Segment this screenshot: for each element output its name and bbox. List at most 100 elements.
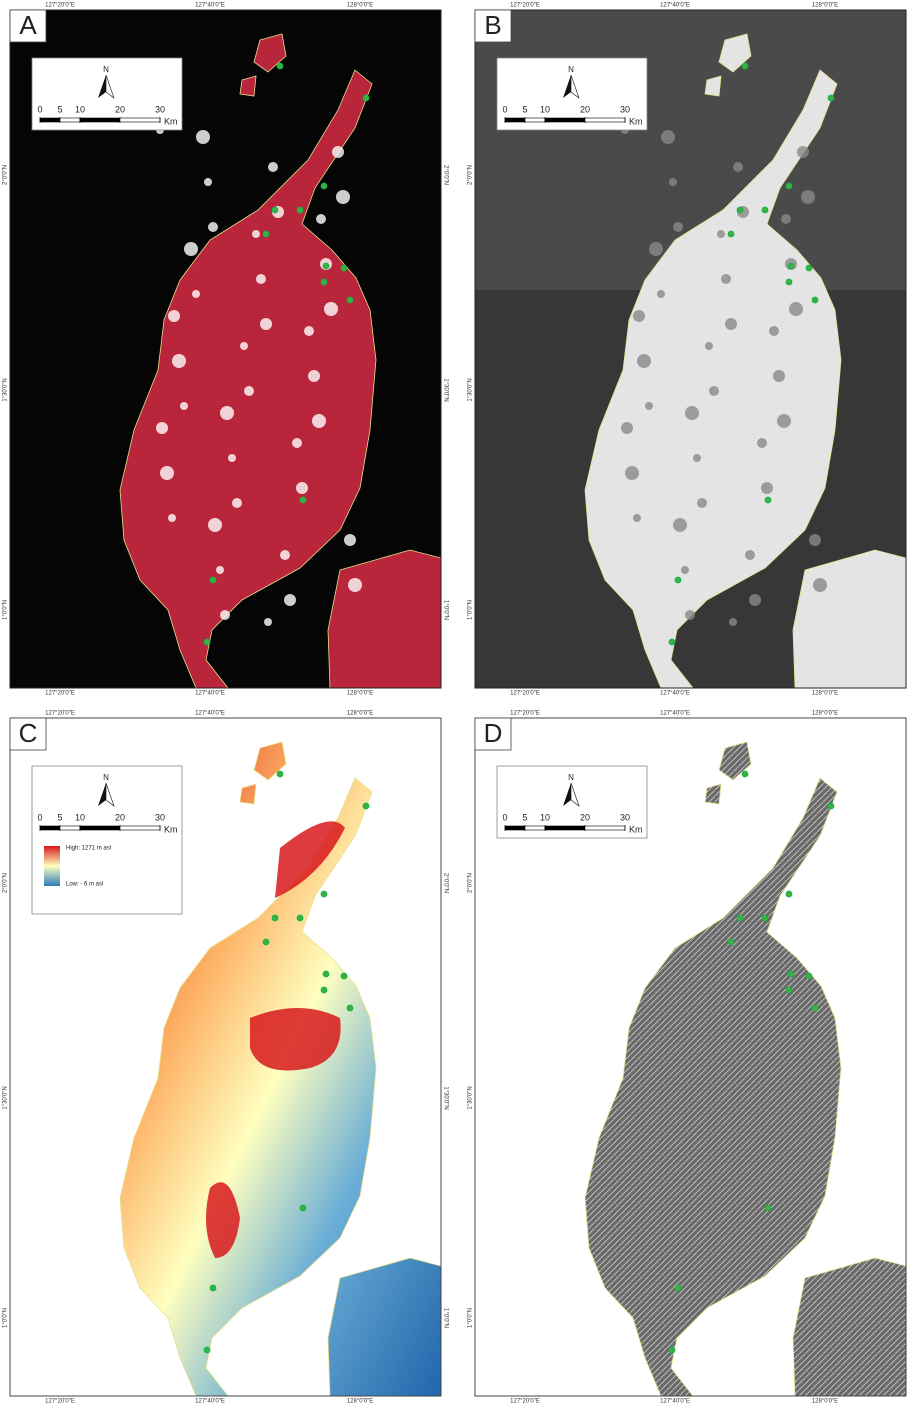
scale-tick-label: 30 — [155, 812, 165, 822]
sample-site — [728, 939, 734, 945]
sample-site — [341, 265, 347, 271]
latitude-label: 1°0'0"N — [3, 1308, 9, 1328]
scale-segment — [525, 118, 545, 122]
latitude-label: 1°30'0"N — [442, 378, 448, 401]
cloud — [697, 498, 707, 508]
sample-site — [675, 1285, 681, 1291]
longitude-label: 127°40'0"E — [660, 711, 690, 717]
sample-site — [300, 1205, 306, 1211]
cloud — [645, 402, 653, 410]
sample-site — [323, 971, 329, 977]
longitude-label: 127°20'0"E — [45, 3, 75, 9]
sample-site — [210, 1285, 216, 1291]
longitude-label: 128°0'0"E — [347, 3, 373, 9]
scale-tick-label: 0 — [502, 104, 507, 114]
sample-site — [828, 803, 834, 809]
sample-site — [363, 803, 369, 809]
cloud — [304, 326, 314, 336]
scale-segment — [40, 826, 60, 830]
cloud — [721, 274, 731, 284]
cloud — [717, 230, 725, 238]
scale-unit: Km — [629, 116, 643, 126]
scale-tick-label: 5 — [57, 104, 62, 114]
cloud — [228, 454, 236, 462]
cloud — [769, 326, 779, 336]
sample-site — [765, 497, 771, 503]
cloud — [661, 130, 675, 144]
cloud — [633, 514, 641, 522]
latitude-label: 1°30'0"N — [442, 1086, 448, 1109]
panel-label: A — [19, 10, 37, 40]
page: {"panels": [ {"label": "A"}, {"label": "… — [0, 0, 907, 1405]
sample-site — [321, 891, 327, 897]
sample-site — [263, 939, 269, 945]
scale-tick-label: 5 — [522, 812, 527, 822]
cloud — [348, 578, 362, 592]
latitude-label: 2°0'0"N — [468, 873, 474, 893]
cloud — [773, 370, 785, 382]
latitude-label: 1°30'0"N — [3, 1086, 9, 1109]
sample-site — [277, 63, 283, 69]
longitude-label: 127°40'0"E — [195, 711, 225, 717]
cloud — [777, 414, 791, 428]
sample-site — [806, 973, 812, 979]
longitude-label: 128°0'0"E — [812, 3, 838, 9]
cloud — [220, 406, 234, 420]
longitude-label: 128°0'0"E — [812, 711, 838, 717]
cloud — [749, 594, 761, 606]
panel-label: D — [484, 718, 503, 748]
scale-tick-label: 30 — [155, 104, 165, 114]
longitude-label: 127°20'0"E — [45, 691, 75, 697]
cloud — [160, 466, 174, 480]
sample-site — [788, 971, 794, 977]
cloud — [761, 482, 773, 494]
cloud — [633, 310, 645, 322]
figure: AN05102030Km127°20'0"E127°20'0"E127°40'0… — [0, 0, 907, 1405]
longitude-label: 127°20'0"E — [510, 1399, 540, 1405]
longitude-label: 128°0'0"E — [347, 691, 373, 697]
north-label: N — [568, 773, 574, 782]
sample-site — [669, 1347, 675, 1353]
cloud — [208, 518, 222, 532]
cloud — [757, 438, 767, 448]
scale-segment — [40, 118, 60, 122]
cloud — [280, 550, 290, 560]
cloud — [649, 242, 663, 256]
scale-segment — [120, 118, 160, 122]
sample-site — [675, 577, 681, 583]
cloud — [156, 422, 168, 434]
cloud — [232, 498, 242, 508]
sample-site — [204, 639, 210, 645]
sample-site — [786, 987, 792, 993]
cloud — [733, 162, 743, 172]
latitude-label: 2°0'0"N — [3, 165, 9, 185]
sample-site — [828, 95, 834, 101]
north-label: N — [103, 773, 109, 782]
cloud — [637, 354, 651, 368]
scale-tick-label: 30 — [620, 812, 630, 822]
latitude-label: 2°0'0"N — [442, 873, 448, 893]
sample-site — [737, 915, 743, 921]
legend-high: High: 1271 m asl — [66, 846, 111, 852]
cloud — [336, 190, 350, 204]
scale-segment — [545, 118, 585, 122]
cloud — [801, 190, 815, 204]
latitude-label: 1°30'0"N — [468, 378, 474, 401]
sample-site — [323, 263, 329, 269]
cloud — [268, 162, 278, 172]
cloud — [657, 290, 665, 298]
longitude-label: 127°40'0"E — [660, 3, 690, 9]
sample-site — [762, 207, 768, 213]
sample-site — [788, 263, 794, 269]
sample-site — [321, 279, 327, 285]
longitude-label: 128°0'0"E — [347, 1399, 373, 1405]
cloud — [813, 578, 827, 592]
latitude-label: 1°0'0"N — [442, 600, 448, 620]
sample-site — [812, 1005, 818, 1011]
scale-tick-label: 20 — [115, 812, 125, 822]
scale-tick-label: 0 — [502, 812, 507, 822]
sample-site — [347, 1005, 353, 1011]
sample-site — [737, 207, 743, 213]
